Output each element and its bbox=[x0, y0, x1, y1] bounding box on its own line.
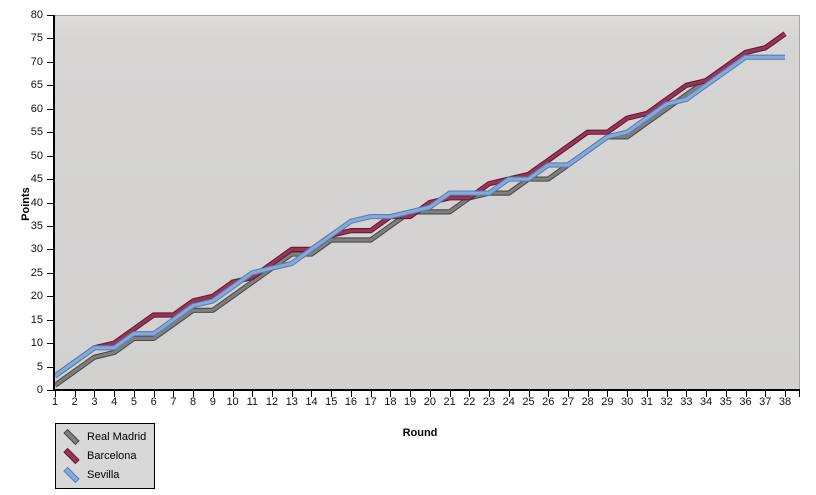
x-tick-label: 33 bbox=[680, 396, 693, 408]
x-tick-label: 18 bbox=[384, 396, 397, 408]
legend-item-sevilla: Sevilla bbox=[60, 465, 150, 484]
x-tick-label: 36 bbox=[739, 396, 752, 408]
x-tick-label: 1 bbox=[51, 396, 59, 408]
legend-swatch-sevilla bbox=[63, 466, 80, 483]
x-tick-label: 2 bbox=[71, 396, 78, 408]
x-tick-label: 13 bbox=[285, 396, 298, 408]
series-lines bbox=[53, 31, 787, 388]
x-tick-label: 10 bbox=[226, 396, 239, 408]
x-tick-label: 16 bbox=[344, 396, 358, 408]
x-tick-label: 19 bbox=[404, 396, 417, 408]
x-tick-label: 31 bbox=[640, 396, 654, 408]
x-tick-label: 29 bbox=[601, 396, 614, 408]
y-tick-label: 5 bbox=[36, 360, 43, 373]
y-axis-title: Points bbox=[20, 187, 32, 221]
y-tick-label: 10 bbox=[30, 337, 43, 350]
x-tick-label: 9 bbox=[209, 396, 216, 408]
y-tick-label: 25 bbox=[30, 266, 43, 279]
legend-label-sevilla: Sevilla bbox=[87, 468, 120, 481]
x-tick-label: 15 bbox=[325, 396, 338, 408]
x-tick-label: 23 bbox=[482, 396, 496, 408]
legend: Real Madrid Barcelona Sevilla bbox=[55, 423, 155, 489]
x-tick-label: 4 bbox=[111, 396, 118, 408]
x-tick-label: 21 bbox=[443, 396, 456, 408]
x-tick-label: 5 bbox=[130, 396, 137, 408]
y-tick-label: 75 bbox=[30, 32, 43, 45]
x-tick-label: 8 bbox=[190, 396, 197, 408]
axes bbox=[47, 15, 800, 397]
legend-item-real-madrid: Real Madrid bbox=[60, 427, 150, 446]
y-tick-label: 55 bbox=[30, 126, 43, 139]
y-tick-label: 65 bbox=[30, 79, 43, 92]
legend-swatch-real-madrid bbox=[63, 428, 80, 445]
x-tick-label: 35 bbox=[719, 396, 732, 408]
legend-swatch-barcelona bbox=[63, 447, 80, 464]
x-tick-label: 25 bbox=[522, 396, 535, 408]
x-tick-label: 38 bbox=[778, 396, 792, 408]
y-tick-label: 60 bbox=[30, 102, 43, 115]
series-line-sevilla bbox=[54, 55, 785, 378]
x-tick-label: 37 bbox=[759, 396, 772, 408]
x-tick-label: 30 bbox=[621, 396, 634, 408]
legend-label-real-madrid: Real Madrid bbox=[87, 430, 147, 443]
x-tick-label: 6 bbox=[150, 396, 157, 408]
x-tick-label: 3 bbox=[91, 396, 98, 408]
x-tick-label: 12 bbox=[265, 396, 279, 408]
x-tick-label: 24 bbox=[502, 396, 515, 408]
x-tick-label: 11 bbox=[246, 396, 258, 408]
y-tick-label: 50 bbox=[30, 149, 43, 162]
y-tick-label: 0 bbox=[36, 384, 43, 396]
y-tick-label: 20 bbox=[30, 290, 43, 303]
y-tick-label: 70 bbox=[30, 55, 43, 68]
y-tick-label: 80 bbox=[30, 9, 43, 21]
x-tick-label: 28 bbox=[581, 396, 594, 408]
x-tick-label: 17 bbox=[364, 396, 377, 408]
x-tick-label: 26 bbox=[542, 396, 555, 408]
legend-item-barcelona: Barcelona bbox=[60, 446, 150, 465]
x-tick-label: 27 bbox=[561, 396, 575, 408]
x-tick-label: 14 bbox=[305, 396, 318, 408]
x-tick-label: 7 bbox=[170, 396, 177, 408]
x-axis-title: Round bbox=[402, 427, 438, 439]
y-tick-label: 30 bbox=[30, 243, 43, 256]
y-tick-label: 45 bbox=[30, 173, 43, 186]
x-tick-label: 22 bbox=[463, 396, 476, 408]
y-tick-label: 40 bbox=[30, 196, 43, 209]
y-tick-label: 35 bbox=[30, 219, 43, 232]
x-tick-label: 20 bbox=[423, 396, 436, 408]
legend-label-barcelona: Barcelona bbox=[87, 449, 137, 462]
x-tick-label: 32 bbox=[660, 396, 673, 408]
y-tick-label: 15 bbox=[30, 313, 43, 326]
x-tick-label: 34 bbox=[699, 396, 713, 408]
